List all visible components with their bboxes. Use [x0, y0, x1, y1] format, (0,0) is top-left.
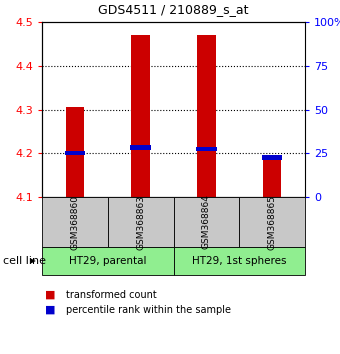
Bar — [65, 151, 85, 155]
Text: percentile rank within the sample: percentile rank within the sample — [66, 305, 231, 315]
Bar — [197, 35, 216, 197]
Text: GDS4511 / 210889_s_at: GDS4511 / 210889_s_at — [98, 3, 249, 16]
Text: HT29, 1st spheres: HT29, 1st spheres — [192, 256, 287, 266]
Text: GSM368863: GSM368863 — [136, 194, 145, 250]
Text: cell line: cell line — [3, 256, 46, 266]
Bar — [196, 147, 217, 151]
Text: HT29, parental: HT29, parental — [69, 256, 147, 266]
Bar — [262, 155, 282, 160]
Bar — [132, 35, 150, 197]
Text: GSM368864: GSM368864 — [202, 195, 211, 250]
Bar — [263, 160, 281, 197]
Text: GSM368865: GSM368865 — [268, 194, 277, 250]
Text: GSM368860: GSM368860 — [70, 194, 79, 250]
Text: ■: ■ — [46, 290, 56, 300]
Text: ■: ■ — [46, 305, 56, 315]
Text: transformed count: transformed count — [66, 290, 156, 300]
Bar — [66, 107, 84, 197]
Bar — [131, 145, 151, 150]
